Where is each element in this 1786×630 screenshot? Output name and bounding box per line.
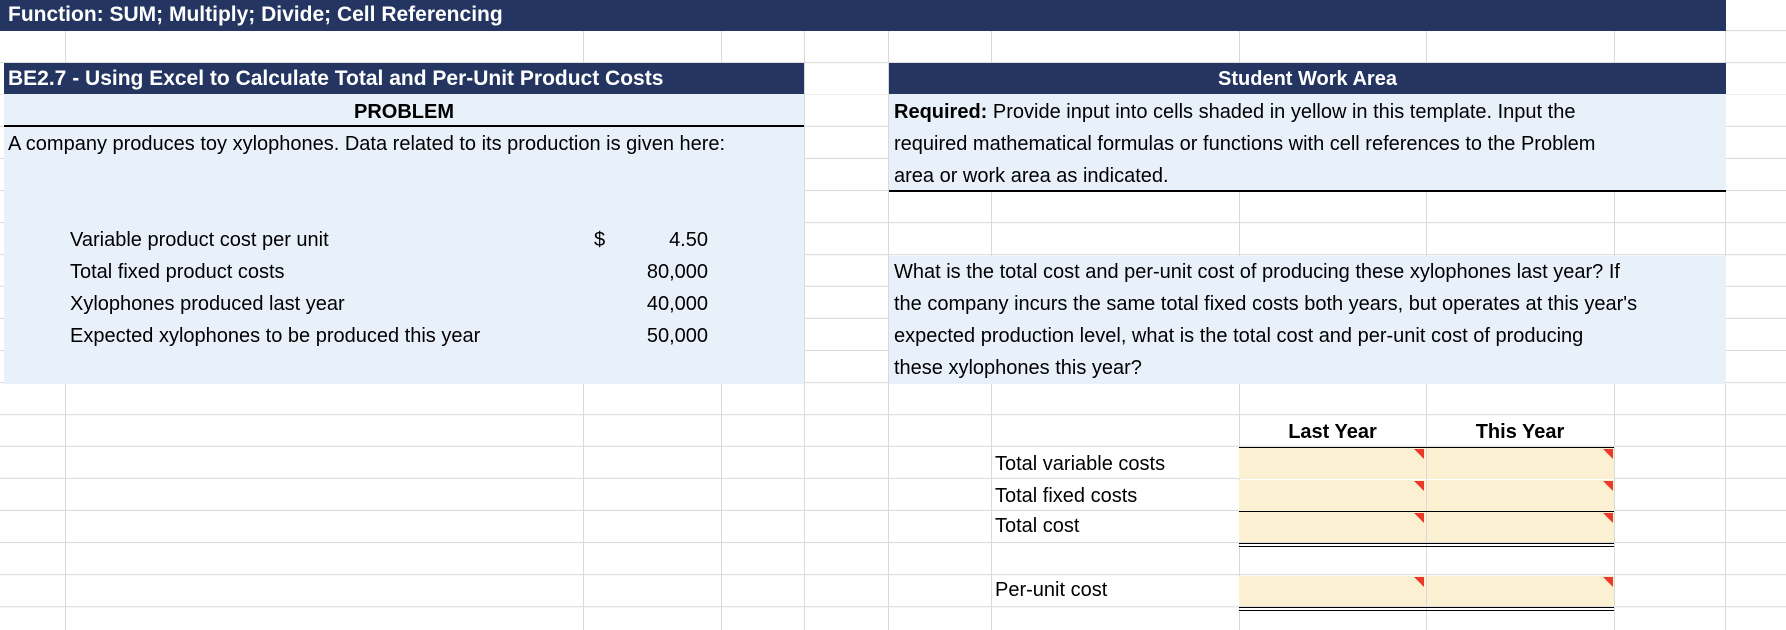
per-unit-underline-2 bbox=[1239, 610, 1614, 611]
col-header-border bbox=[1239, 447, 1614, 448]
comment-indicator-icon[interactable] bbox=[1603, 481, 1613, 491]
question-line: the company incurs the same total fixed … bbox=[894, 293, 1638, 315]
input-total-cost-this-year[interactable] bbox=[1427, 512, 1614, 542]
row-label-per-unit[interactable]: Per-unit cost bbox=[995, 579, 1108, 601]
total-underline-1 bbox=[1239, 543, 1614, 544]
problem-row-label[interactable]: Xylophones produced last year bbox=[70, 293, 345, 315]
work-area-header: Student Work Area bbox=[889, 63, 1726, 94]
input-total-variable-last-year[interactable] bbox=[1239, 448, 1426, 479]
question-line: expected production level, what is the t… bbox=[894, 325, 1584, 347]
input-total-variable-this-year[interactable] bbox=[1427, 448, 1614, 479]
work-area-header-text[interactable]: Student Work Area bbox=[1218, 68, 1397, 90]
col-header-this-year[interactable]: This Year bbox=[1475, 421, 1565, 443]
problem-header-border bbox=[4, 125, 804, 127]
problem-row-value[interactable]: 80,000 bbox=[646, 261, 708, 283]
title-bar-text: Function: SUM; Multiply; Divide; Cell Re… bbox=[8, 3, 503, 26]
comment-indicator-icon[interactable] bbox=[1603, 449, 1613, 459]
input-total-fixed-last-year[interactable] bbox=[1239, 480, 1426, 511]
required-text: Provide input into cells shaded in yello… bbox=[987, 101, 1576, 123]
comment-indicator-icon[interactable] bbox=[1603, 513, 1613, 523]
problem-header[interactable]: PROBLEM bbox=[354, 101, 454, 123]
problem-row-label[interactable]: Variable product cost per unit bbox=[70, 229, 329, 251]
column-gridline bbox=[804, 0, 805, 630]
problem-section-header: BE2.7 - Using Excel to Calculate Total a… bbox=[4, 63, 804, 94]
required-line-2: required mathematical formulas or functi… bbox=[894, 133, 1596, 155]
column-gridline bbox=[888, 0, 889, 630]
comment-indicator-icon[interactable] bbox=[1414, 513, 1424, 523]
problem-row-label[interactable]: Expected xylophones to be produced this … bbox=[70, 325, 481, 347]
problem-intro[interactable]: A company produces toy xylophones. Data … bbox=[8, 133, 726, 155]
question-box bbox=[889, 256, 1726, 384]
title-bar: Function: SUM; Multiply; Divide; Cell Re… bbox=[0, 0, 1726, 31]
comment-indicator-icon[interactable] bbox=[1414, 481, 1424, 491]
required-label: Required: bbox=[894, 101, 988, 123]
row-label-total-fixed[interactable]: Total fixed costs bbox=[995, 485, 1138, 507]
input-per-unit-this-year[interactable] bbox=[1427, 576, 1614, 606]
required-box bbox=[889, 94, 1726, 190]
row-label-total-variable[interactable]: Total variable costs bbox=[995, 453, 1166, 475]
total-underline-2 bbox=[1239, 546, 1614, 547]
required-box-border bbox=[889, 190, 1726, 192]
problem-row-value[interactable]: 50,000 bbox=[646, 325, 708, 347]
currency-symbol: $ bbox=[594, 229, 606, 251]
problem-area bbox=[4, 94, 804, 384]
problem-section-title[interactable]: BE2.7 - Using Excel to Calculate Total a… bbox=[8, 67, 664, 90]
input-per-unit-last-year[interactable] bbox=[1239, 576, 1426, 606]
comment-indicator-icon[interactable] bbox=[1603, 577, 1613, 587]
required-line-1[interactable]: Required: Provide input into cells shade… bbox=[894, 96, 1575, 128]
comment-indicator-icon[interactable] bbox=[1414, 577, 1424, 587]
row-label-total-cost[interactable]: Total cost bbox=[995, 515, 1080, 537]
comment-indicator-icon[interactable] bbox=[1414, 449, 1424, 459]
problem-row-value[interactable]: 40,000 bbox=[646, 293, 708, 315]
question-line[interactable]: What is the total cost and per-unit cost… bbox=[894, 261, 1620, 283]
problem-row-label[interactable]: Total fixed product costs bbox=[70, 261, 285, 283]
col-header-last-year[interactable]: Last Year bbox=[1288, 421, 1377, 443]
required-line-3: area or work area as indicated. bbox=[894, 165, 1169, 187]
input-total-cost-last-year[interactable] bbox=[1239, 512, 1426, 542]
input-total-fixed-this-year[interactable] bbox=[1427, 480, 1614, 511]
per-unit-underline-1 bbox=[1239, 607, 1614, 608]
question-line: these xylophones this year? bbox=[894, 357, 1142, 379]
problem-row-value[interactable]: 4.50 bbox=[669, 229, 708, 251]
cell-border bbox=[1239, 511, 1614, 512]
